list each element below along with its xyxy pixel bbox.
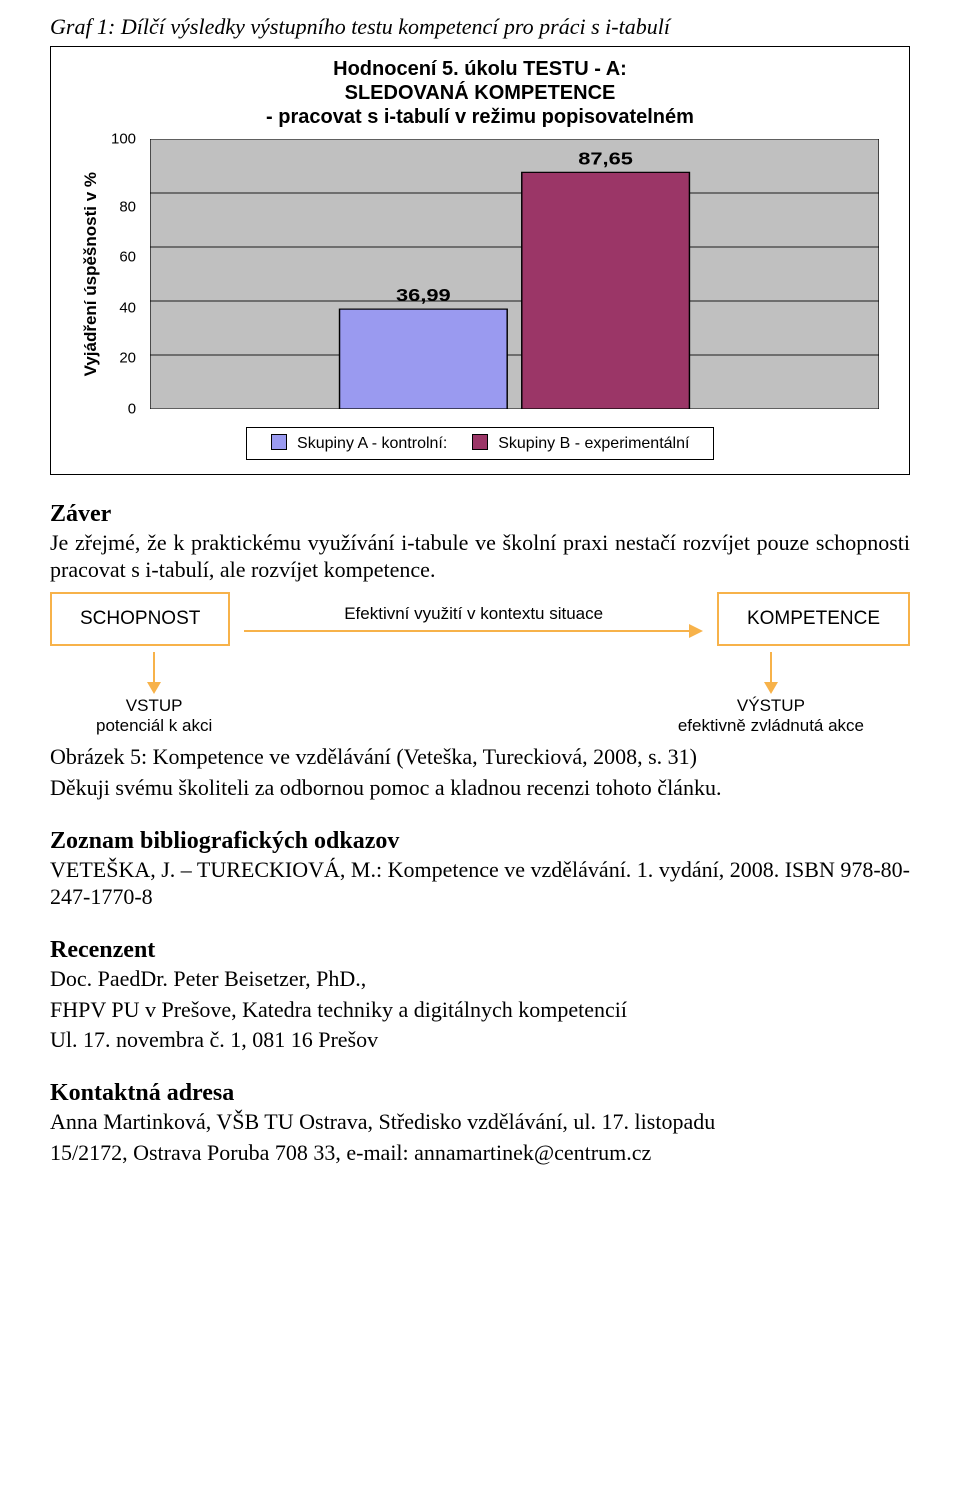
arrow-right-icon [244,628,703,634]
chart-title: Hodnocení 5. úkolu TESTU - A: SLEDOVANÁ … [61,57,899,129]
svg-text:87,65: 87,65 [578,149,633,169]
flow-left-sub-title: VSTUP [96,696,212,716]
y-tick: 60 [111,249,136,266]
chart-title-line1: Hodnocení 5. úkolu TESTU - A: [333,58,627,80]
flow-node-kompetence: KOMPETENCE [717,592,910,646]
flow-right-sub-text: efektivně zvládnutá akce [678,716,864,736]
page: Graf 1: Dílčí výsledky výstupního testu … [0,0,960,1211]
plot-area: 36,99 87,65 [150,139,879,409]
legend-text-b: Skupiny B - experimentální [498,435,689,452]
flow-right-sub-title: VÝSTUP [678,696,864,716]
legend-swatch-a [271,434,287,450]
legend-box: Skupiny A - kontrolní: Skupiny B - exper… [246,427,715,460]
thanks-text: Děkuji svému školiteli za odbornou pomoc… [50,775,910,802]
flow-mid-label: Efektivní využití v kontextu situace [244,604,703,624]
chart-container: Hodnocení 5. úkolu TESTU - A: SLEDOVANÁ … [50,46,910,475]
kontakt-line: 15/2172, Ostrava Poruba 708 33, e-mail: … [50,1140,910,1167]
chart-title-line2: SLEDOVANÁ KOMPETENCE [345,82,616,104]
recenzent-line: Ul. 17. novembra č. 1, 081 16 Prešov [50,1027,910,1054]
bibliography-text: VETEŠKA, J. – TURECKIOVÁ, M.: Kompetence… [50,857,910,911]
recenzent-line: FHPV PU v Prešove, Katedra techniky a di… [50,997,910,1024]
arrow-down-icon [770,652,773,682]
y-axis-label: Vyjádření úspěšnosti v % [81,172,101,376]
recenzent-heading: Recenzent [50,937,910,964]
y-tick: 20 [111,350,136,367]
zaver-text: Je zřejmé, že k praktickému využívání i-… [50,530,910,584]
svg-text:36,99: 36,99 [396,286,451,306]
bar-chart-svg: 36,99 87,65 [150,139,879,409]
kontakt-line: Anna Martinková, VŠB TU Ostrava, Středis… [50,1109,910,1136]
flow-top-row: SCHOPNOST Efektivní využití v kontextu s… [50,592,910,646]
y-tick: 80 [111,198,136,215]
y-tick: 40 [111,299,136,316]
legend-item: Skupiny A - kontrolní: [271,435,452,452]
bibliography-heading: Zoznam bibliografických odkazov [50,828,910,855]
flow-node-schopnost: SCHOPNOST [50,592,230,646]
y-tick: 100 [111,131,136,148]
chart-title-line3: - pracovat s i-tabulí v režimu popisovat… [266,106,694,128]
y-ticks: 100 80 60 40 20 0 [111,139,140,409]
flow-mid: Efektivní využití v kontextu situace [244,604,703,634]
recenzent-line: Doc. PaedDr. Peter Beisetzer, PhD., [50,966,910,993]
kontakt-heading: Kontaktná adresa [50,1080,910,1107]
arrow-down-icon [153,652,156,682]
figure-5-caption: Obrázek 5: Kompetence ve vzdělávání (Vet… [50,744,910,771]
legend-swatch-b [472,434,488,450]
y-tick: 0 [111,400,136,417]
flow-left-sub: VSTUP potenciál k akci [96,652,212,737]
legend-item: Skupiny B - experimentální [472,435,690,452]
flow-left-sub-text: potenciál k akci [96,716,212,736]
flow-bottom-row: VSTUP potenciál k akci VÝSTUP efektivně … [50,652,910,737]
legend-text-a: Skupiny A - kontrolní: [297,435,447,452]
zaver-heading: Záver [50,501,910,528]
competence-flow-diagram: SCHOPNOST Efektivní využití v kontextu s… [50,592,910,737]
figure-1-title: Graf 1: Dílčí výsledky výstupního testu … [50,14,910,40]
chart-body: Vyjádření úspěšnosti v % 100 80 60 40 20… [61,139,899,409]
chart-legend: Skupiny A - kontrolní: Skupiny B - exper… [61,427,899,460]
flow-right-sub: VÝSTUP efektivně zvládnutá akce [678,652,864,737]
